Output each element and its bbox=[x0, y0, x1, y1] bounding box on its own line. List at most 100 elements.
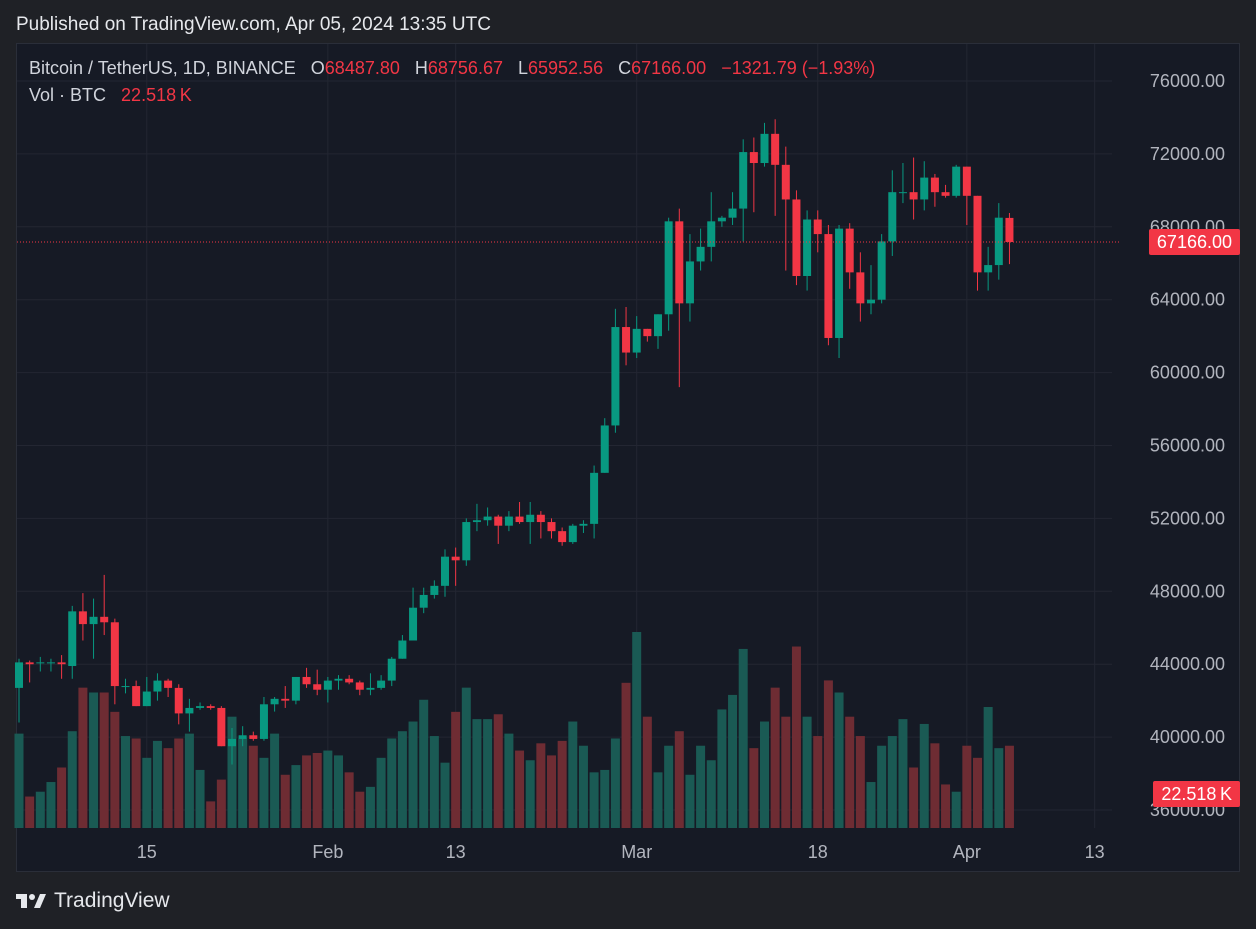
volume-bar bbox=[589, 772, 599, 828]
candle-body bbox=[643, 328, 652, 337]
candle bbox=[249, 731, 258, 741]
volume-bars bbox=[14, 632, 1014, 828]
volume-bar bbox=[823, 680, 833, 828]
candle-body bbox=[462, 522, 471, 561]
volume-bar bbox=[941, 784, 951, 828]
candle-body bbox=[483, 516, 492, 521]
candle-body bbox=[994, 217, 1003, 266]
candle-body bbox=[749, 152, 758, 164]
candle-body bbox=[387, 658, 396, 681]
candle bbox=[568, 523, 577, 544]
volume-bar bbox=[951, 791, 961, 828]
volume-bar bbox=[845, 716, 855, 828]
volume-bar bbox=[35, 791, 45, 828]
candle bbox=[749, 137, 758, 213]
candle-body bbox=[355, 682, 364, 690]
volume-bar bbox=[685, 774, 695, 828]
candle bbox=[323, 676, 332, 703]
candle bbox=[739, 139, 748, 242]
candle-body bbox=[110, 622, 119, 687]
candle-body bbox=[504, 516, 513, 526]
volume-bar bbox=[696, 745, 706, 828]
candle bbox=[472, 503, 481, 532]
candle bbox=[536, 511, 545, 539]
volume-bar bbox=[440, 762, 450, 828]
candle bbox=[654, 314, 662, 349]
volume-label[interactable]: Vol · BTC bbox=[29, 85, 107, 105]
candle-body bbox=[345, 678, 354, 683]
y-axis-tick-label: 40000.00 bbox=[1150, 727, 1225, 747]
candle bbox=[877, 234, 886, 304]
candle bbox=[185, 698, 194, 732]
candle-body bbox=[409, 607, 418, 641]
candle-body bbox=[579, 523, 588, 526]
candle bbox=[355, 680, 364, 696]
candle-body bbox=[57, 662, 66, 665]
x-axis-tick-label: Feb bbox=[312, 842, 343, 862]
volume-bar bbox=[930, 743, 940, 828]
candle bbox=[835, 224, 844, 359]
candle bbox=[281, 686, 290, 708]
candle bbox=[68, 605, 77, 679]
y-axis-tick-label: 72000.00 bbox=[1150, 144, 1225, 164]
change-value: −1321.79 (−1.93%) bbox=[721, 58, 876, 78]
volume-bar bbox=[653, 772, 663, 828]
volume-bar bbox=[834, 692, 844, 828]
volume-bar bbox=[887, 736, 897, 828]
candle bbox=[643, 328, 652, 342]
candle-body bbox=[973, 195, 982, 273]
candle-body bbox=[622, 327, 631, 353]
candle-body bbox=[824, 234, 833, 338]
candle bbox=[845, 223, 854, 289]
candle bbox=[526, 501, 535, 544]
volume-bar bbox=[89, 692, 99, 828]
x-axis-tick-label: 13 bbox=[1085, 842, 1105, 862]
candle bbox=[504, 511, 513, 532]
candle-body bbox=[25, 662, 34, 665]
candle bbox=[228, 727, 236, 765]
symbol-title[interactable]: Bitcoin / TetherUS, 1D, BINANCE bbox=[29, 58, 296, 78]
volume-bar bbox=[238, 738, 248, 828]
candle-body bbox=[515, 516, 524, 523]
candle bbox=[132, 680, 141, 707]
candle bbox=[803, 210, 812, 291]
candle-body bbox=[238, 735, 247, 739]
candle bbox=[377, 675, 386, 690]
candle bbox=[398, 635, 407, 659]
volume-bar bbox=[248, 745, 258, 828]
volume-bar bbox=[813, 736, 823, 828]
candle-body bbox=[760, 133, 769, 164]
open-value: 68487.80 bbox=[324, 58, 400, 78]
tradingview-brand-text: TradingView bbox=[54, 889, 170, 912]
volume-bar bbox=[515, 750, 525, 828]
y-axis-tick-label: 44000.00 bbox=[1150, 654, 1225, 674]
volume-bar bbox=[174, 738, 184, 828]
candle-body bbox=[717, 217, 726, 222]
candle-body bbox=[472, 520, 481, 523]
candle-body bbox=[813, 219, 822, 235]
candle-body bbox=[36, 662, 45, 664]
candle bbox=[494, 514, 503, 544]
candle bbox=[100, 574, 109, 636]
candle bbox=[270, 697, 279, 712]
candle bbox=[430, 580, 439, 599]
candle bbox=[685, 234, 694, 322]
candle bbox=[345, 675, 354, 685]
volume-bar bbox=[14, 733, 24, 828]
volume-bar bbox=[397, 731, 407, 828]
candle-body bbox=[302, 676, 311, 685]
tradingview-logo[interactable]: TradingView bbox=[16, 889, 170, 913]
candle bbox=[483, 507, 492, 526]
grid-lines bbox=[17, 44, 1112, 828]
candle bbox=[291, 676, 300, 705]
volume-bar bbox=[184, 733, 194, 828]
candle-body bbox=[89, 616, 98, 625]
y-axis-tick-label: 64000.00 bbox=[1150, 290, 1225, 310]
open-label: O bbox=[310, 58, 325, 78]
ohlc-legend: Bitcoin / TetherUS, 1D, BINANCE O68487.8… bbox=[29, 58, 875, 79]
volume-bar bbox=[898, 719, 908, 828]
candle-body bbox=[845, 228, 854, 273]
candle-body bbox=[249, 735, 258, 739]
volume-bar bbox=[973, 757, 982, 828]
